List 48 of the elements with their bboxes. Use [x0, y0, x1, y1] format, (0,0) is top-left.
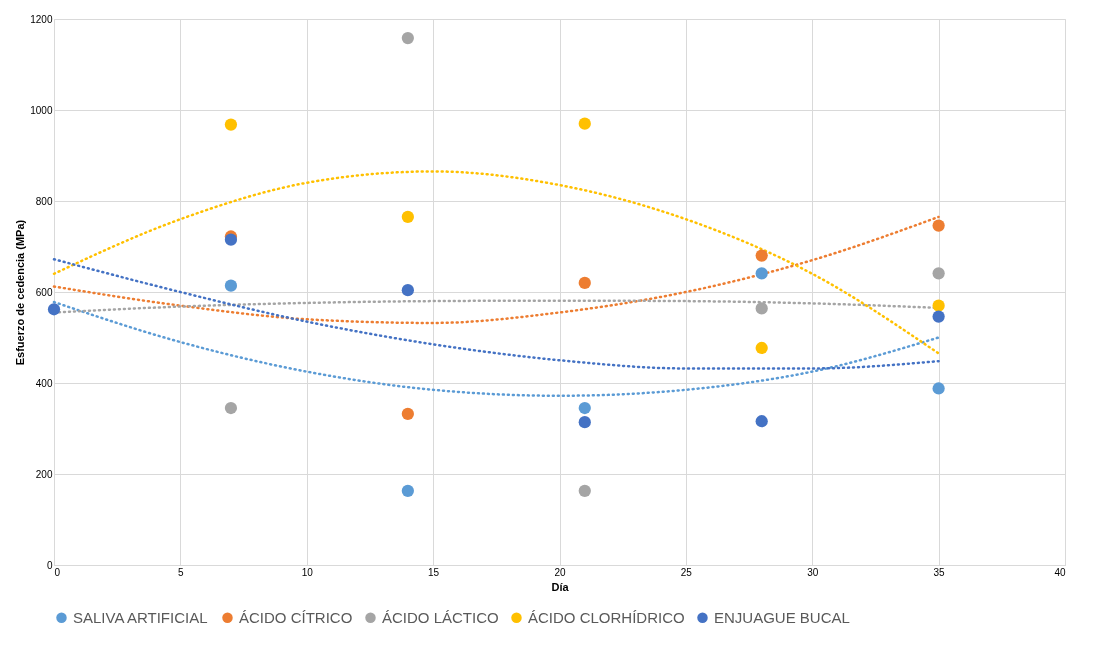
legend-label: ÁCIDO CÍTRICO — [239, 608, 353, 626]
line-series — [52, 257, 940, 370]
x-tick-label: 40 — [1054, 566, 1066, 578]
point — [401, 407, 414, 421]
point — [932, 299, 945, 312]
point — [932, 219, 945, 232]
point — [578, 276, 591, 290]
y-tick-label: 600 — [35, 286, 53, 298]
point — [755, 249, 768, 262]
y-tick-label: 1200 — [30, 13, 53, 25]
x-tick-label: 25 — [680, 566, 693, 578]
point — [755, 302, 768, 315]
x-tick-label: 20 — [554, 566, 566, 578]
point — [578, 117, 591, 130]
y-tick-label: 400 — [35, 377, 53, 389]
legend-label: ENJUAGUE BUCAL — [714, 608, 850, 626]
point — [932, 310, 945, 323]
point — [755, 267, 768, 280]
x-tick-label: 10 — [301, 566, 314, 578]
point — [578, 401, 591, 415]
point — [401, 32, 414, 45]
point — [224, 279, 238, 292]
legend-label: ÁCIDO LÁCTICO — [382, 608, 499, 626]
y-axis-title: Esfuerzo de cedencia (MPa) — [14, 219, 27, 366]
point — [224, 401, 238, 415]
point — [401, 484, 414, 497]
point — [47, 303, 61, 316]
y-tick-label: 200 — [35, 468, 53, 480]
y-tick-label: 800 — [35, 195, 53, 207]
x-tick-label: 0 — [54, 566, 61, 578]
x-axis-title: Día — [551, 580, 570, 593]
legend-label: ÁCIDO CLORHÍDRICO — [528, 608, 685, 626]
x-tick-label: 35 — [933, 566, 946, 578]
x-tick-label: 30 — [807, 566, 819, 578]
legend-label: SALIVA ARTIFICIAL — [73, 608, 208, 626]
point — [401, 210, 414, 224]
y-tick-label: 1000 — [30, 104, 53, 116]
point — [224, 118, 238, 131]
point — [932, 267, 945, 280]
x-tick-label: 15 — [428, 566, 440, 578]
point — [932, 382, 945, 395]
point — [755, 415, 768, 428]
line-series — [52, 170, 940, 355]
x-tick-label: 5 — [178, 566, 185, 578]
point — [578, 416, 591, 429]
point — [401, 284, 414, 297]
point — [755, 341, 768, 355]
point — [578, 484, 591, 497]
